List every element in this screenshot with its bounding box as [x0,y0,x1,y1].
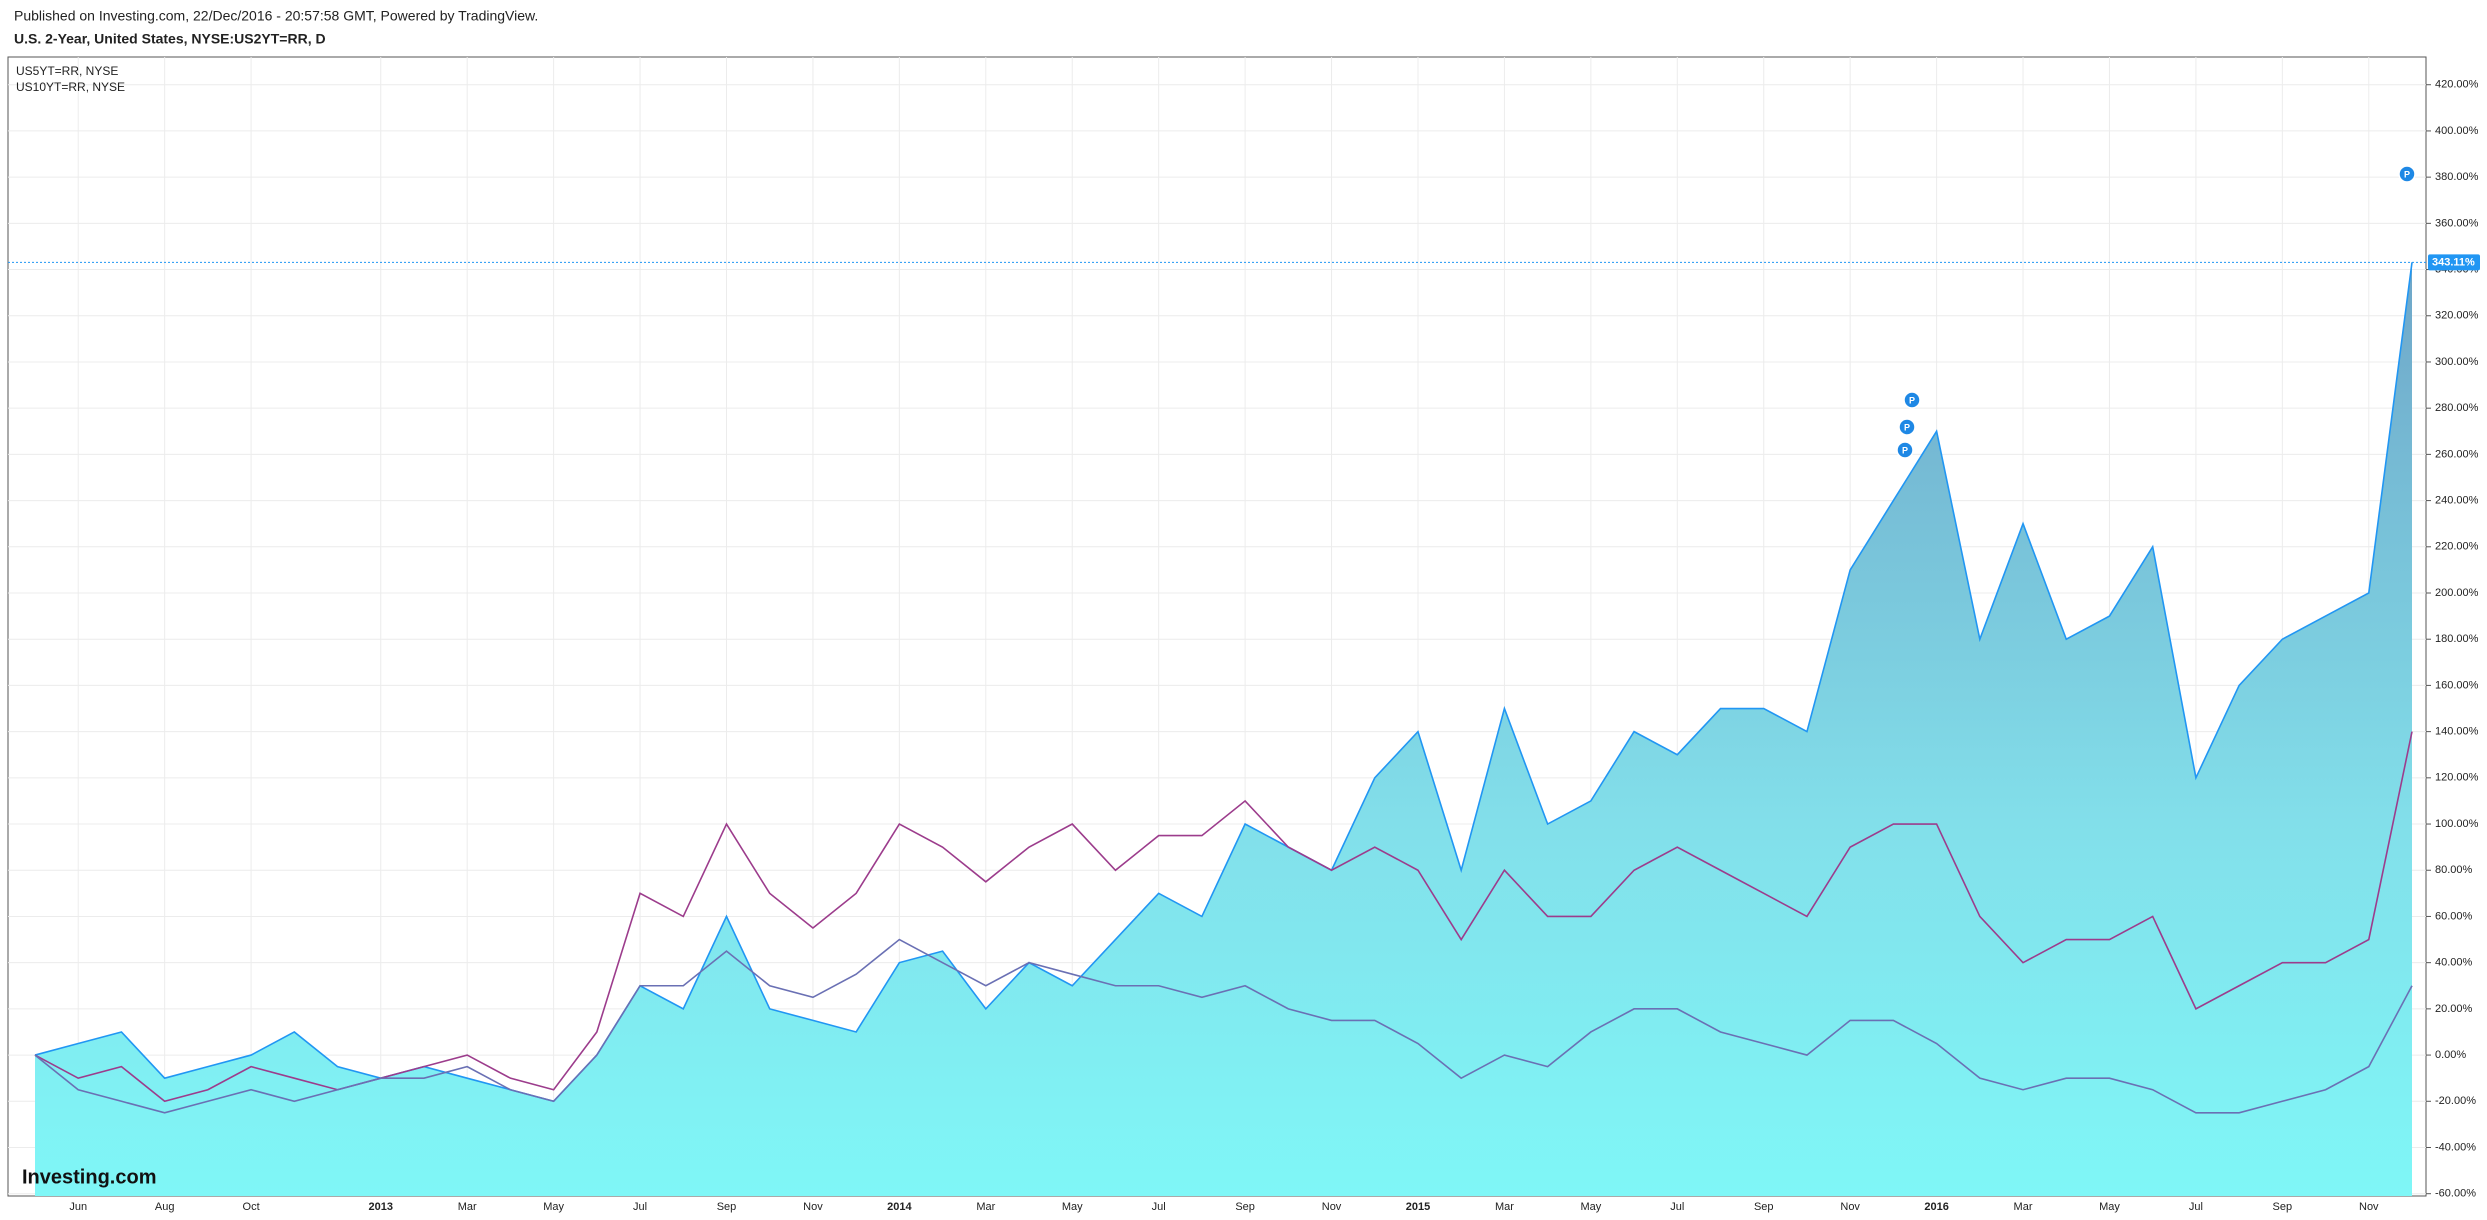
x-tick-label: Mar [2014,1201,2033,1213]
marker [1903,391,1921,409]
x-tick-label: Nov [803,1201,823,1213]
y-tick-label: -40.00% [2435,1141,2476,1153]
legend-entry: US10YT=RR, NYSE [16,80,125,94]
y-tick-label: 220.00% [2435,541,2479,553]
x-tick-label: 2014 [887,1201,912,1213]
x-tick-label: 2013 [369,1201,393,1213]
y-tick-label: 380.00% [2435,171,2479,183]
x-tick-label: Jul [2189,1201,2203,1213]
marker [2398,165,2416,183]
marker-label: P [2404,169,2410,179]
y-tick-label: 0.00% [2435,1049,2466,1061]
y-tick-label: 420.00% [2435,79,2479,91]
y-tick-label: 140.00% [2435,726,2479,738]
x-tick-label: Jun [69,1201,87,1213]
x-tick-label: 2016 [1924,1201,1948,1213]
line [34,731,2413,1103]
y-tick-label: 120.00% [2435,772,2479,784]
y-tick-label: 40.00% [2435,957,2473,969]
last-value-label: 343.11% [2432,256,2475,268]
y-tick-label: 400.00% [2435,125,2479,137]
marker [1898,418,1916,436]
y-tick-label: 100.00% [2435,818,2479,830]
x-tick-label: May [1062,1201,1083,1213]
y-tick-label: 160.00% [2435,679,2479,691]
x-tick-label: Jul [633,1201,647,1213]
x-tick-label: Sep [717,1201,737,1213]
logo: Investing.com [22,1166,156,1188]
x-tick-label: Aug [155,1201,175,1213]
line [34,938,2413,1114]
x-tick-label: Nov [2359,1201,2379,1213]
x-tick-label: Sep [1754,1201,1774,1213]
x-tick-label: May [543,1201,564,1213]
x-tick-label: Jul [1670,1201,1684,1213]
y-tick-label: 200.00% [2435,587,2479,599]
y-tick-label: 260.00% [2435,448,2479,460]
x-tick-label: May [2099,1201,2120,1213]
y-tick-label: 360.00% [2435,217,2479,229]
chart-title: U.S. 2-Year, United States, NYSE:US2YT=R… [14,31,326,47]
y-tick-label: 180.00% [2435,633,2479,645]
x-tick-label: Mar [1495,1201,1514,1213]
x-tick-label: Nov [1840,1201,1860,1213]
x-tick-label: Nov [1322,1201,1342,1213]
x-tick-label: Sep [2273,1201,2293,1213]
y-tick-label: 240.00% [2435,494,2479,506]
marker-label: P [1909,395,1915,405]
x-tick-label: 2015 [1406,1201,1430,1213]
x-tick-label: May [1580,1201,1601,1213]
area [35,262,2412,1196]
marker [1896,441,1914,459]
marker-label: P [1902,445,1908,455]
marker-label: P [1904,422,1910,432]
y-tick-label: 20.00% [2435,1003,2473,1015]
x-tick-label: Mar [458,1201,477,1213]
last-value-box [2428,254,2480,271]
x-tick-label: Sep [1235,1201,1255,1213]
y-tick-label: -60.00% [2435,1188,2476,1200]
y-tick-label: 300.00% [2435,356,2479,368]
y-tick-label: 280.00% [2435,402,2479,414]
x-tick-label: Jul [1152,1201,1166,1213]
x-tick-label: Mar [976,1201,995,1213]
y-tick-label: -20.00% [2435,1095,2476,1107]
plot-layer: -60.00% -40.00% -20.00% 0.00% 20.00% 40.00% 60… [8,57,2480,1213]
y-tick-label: 320.00% [2435,310,2479,322]
x-tick-label: Oct [243,1201,260,1213]
y-tick-label: 60.00% [2435,910,2473,922]
published-note: Published on Investing.com, 22/Dec/2016 … [14,8,538,24]
y-tick-label: 80.00% [2435,864,2473,876]
legend-entry: US5YT=RR, NYSE [16,64,118,78]
line [34,262,2413,1103]
